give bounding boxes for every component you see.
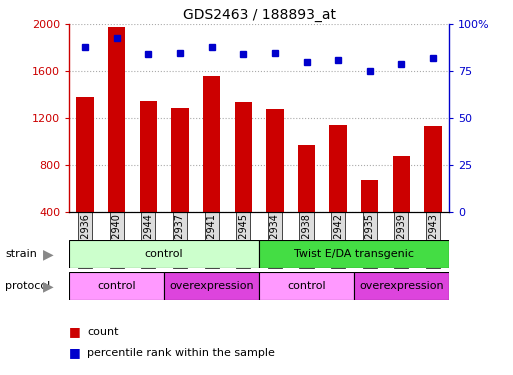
Text: ■: ■ xyxy=(69,346,81,359)
Text: control: control xyxy=(287,281,326,291)
Bar xyxy=(140,100,157,212)
Bar xyxy=(69,272,164,300)
Text: percentile rank within the sample: percentile rank within the sample xyxy=(87,348,275,357)
Bar xyxy=(108,27,125,212)
Bar xyxy=(69,240,259,268)
Bar xyxy=(259,272,354,300)
Bar xyxy=(234,102,252,212)
Text: control: control xyxy=(97,281,136,291)
Text: overexpression: overexpression xyxy=(359,281,444,291)
Bar xyxy=(354,272,449,300)
Text: ■: ■ xyxy=(69,326,81,338)
Bar xyxy=(76,97,94,212)
Text: control: control xyxy=(145,249,184,259)
Bar xyxy=(393,156,410,212)
Text: Twist E/DA transgenic: Twist E/DA transgenic xyxy=(294,249,414,259)
Bar xyxy=(203,76,220,212)
Title: GDS2463 / 188893_at: GDS2463 / 188893_at xyxy=(183,8,336,22)
Text: protocol: protocol xyxy=(5,281,50,291)
Bar xyxy=(298,145,315,212)
Text: ▶: ▶ xyxy=(44,247,54,261)
Text: ▶: ▶ xyxy=(44,279,54,293)
Bar xyxy=(266,109,284,212)
Bar xyxy=(171,108,189,212)
Bar xyxy=(164,272,259,300)
Text: overexpression: overexpression xyxy=(169,281,254,291)
Bar xyxy=(361,180,379,212)
Text: strain: strain xyxy=(5,249,37,259)
Bar xyxy=(259,240,449,268)
Bar xyxy=(329,125,347,212)
Bar xyxy=(424,126,442,212)
Text: count: count xyxy=(87,327,119,337)
